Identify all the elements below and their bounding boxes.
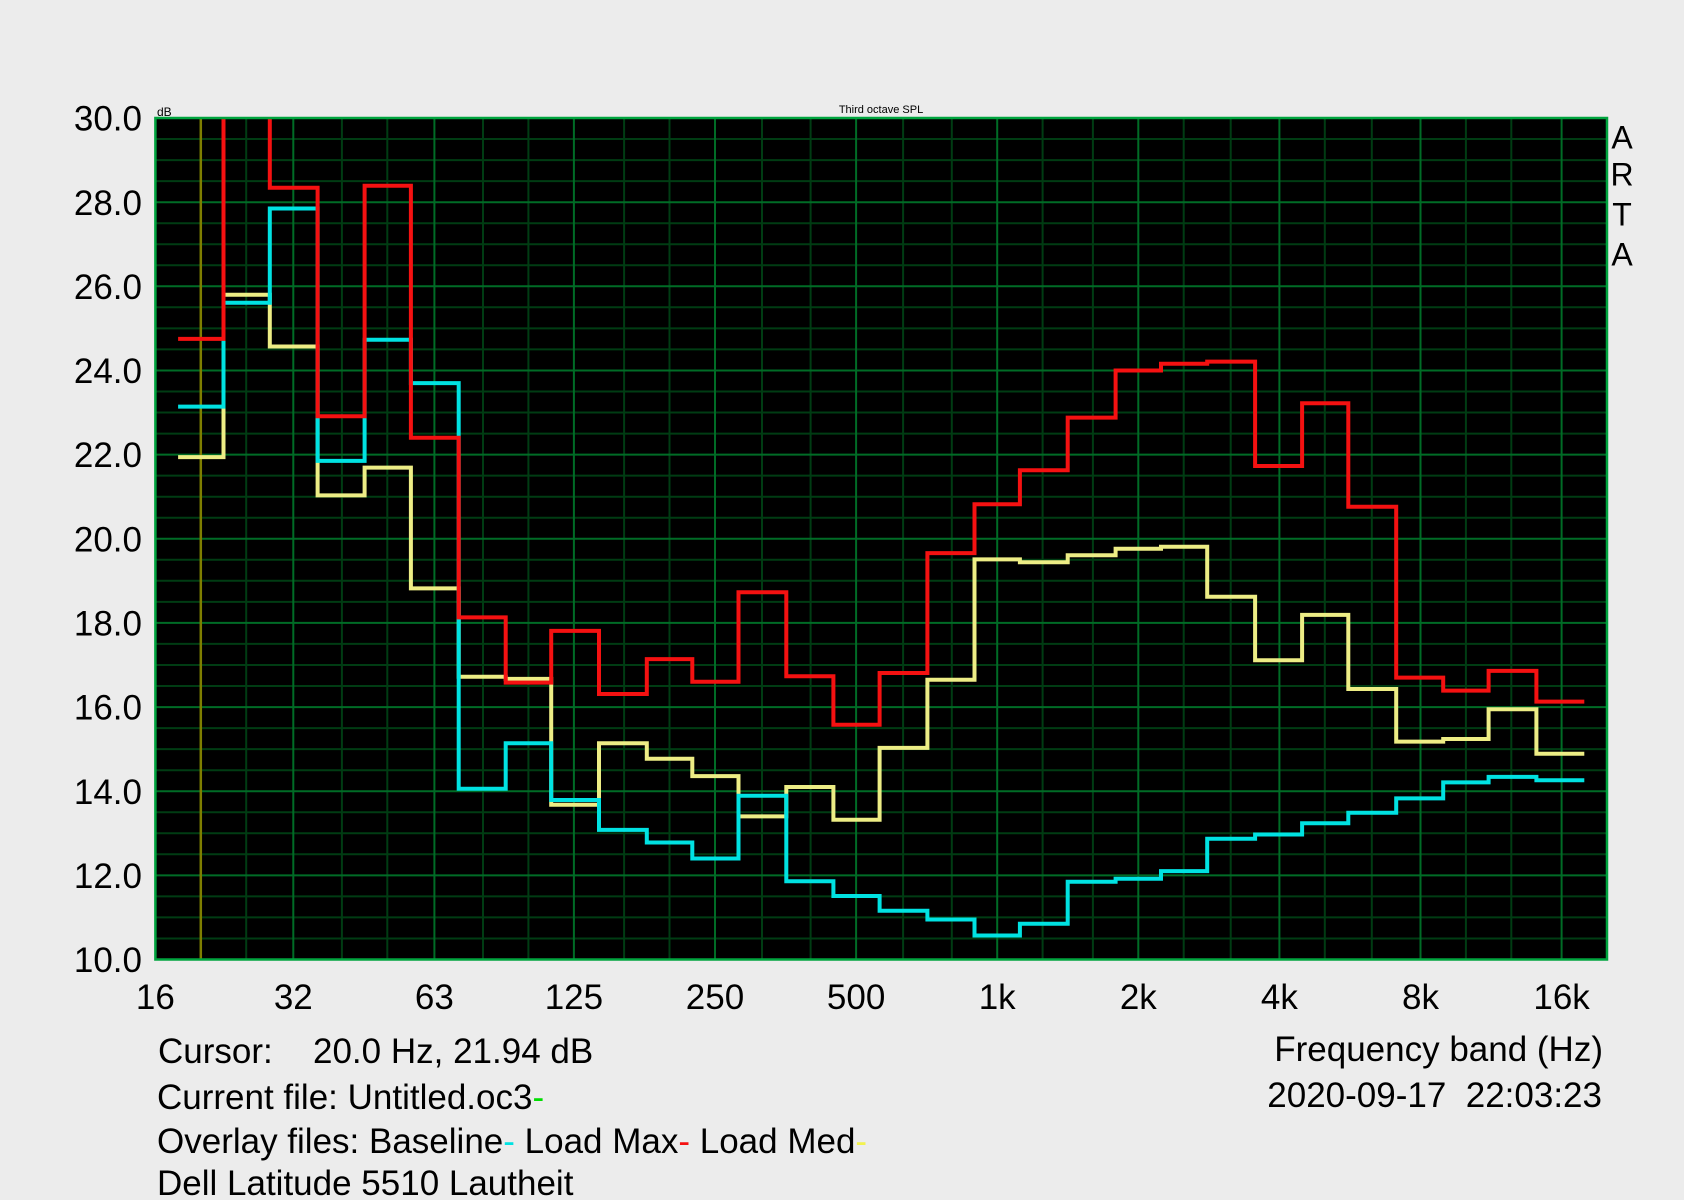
svg-text:R: R xyxy=(1610,157,1633,193)
svg-text:A: A xyxy=(1611,237,1633,273)
svg-text:10.0: 10.0 xyxy=(74,941,142,980)
svg-text:8k: 8k xyxy=(1402,978,1439,1017)
svg-text:20.0 Hz, 21.94 dB: 20.0 Hz, 21.94 dB xyxy=(313,1032,593,1071)
svg-text:16: 16 xyxy=(136,978,175,1017)
svg-text:A: A xyxy=(1611,120,1633,156)
svg-text:2k: 2k xyxy=(1120,978,1157,1017)
svg-text:250: 250 xyxy=(686,978,744,1017)
svg-text:63: 63 xyxy=(415,978,454,1017)
svg-text:16k: 16k xyxy=(1533,978,1590,1017)
svg-text:22.0: 22.0 xyxy=(74,436,142,475)
svg-text:28.0: 28.0 xyxy=(74,184,142,223)
svg-text:Dell Latitude 5510 Lautheit: Dell Latitude 5510 Lautheit xyxy=(157,1164,574,1200)
svg-text:Cursor:: Cursor: xyxy=(158,1032,273,1071)
svg-text:Current file: Untitled.oc3-: Current file: Untitled.oc3- xyxy=(157,1078,544,1117)
svg-text:T: T xyxy=(1612,197,1632,233)
svg-text:Frequency band (Hz): Frequency band (Hz) xyxy=(1274,1030,1603,1069)
svg-text:20.0: 20.0 xyxy=(74,520,142,559)
svg-text:32: 32 xyxy=(274,978,313,1017)
svg-text:24.0: 24.0 xyxy=(74,352,142,391)
svg-text:dB: dB xyxy=(157,105,172,119)
svg-text:26.0: 26.0 xyxy=(74,268,142,307)
svg-text:4k: 4k xyxy=(1261,978,1298,1017)
svg-text:Overlay files: Baseline- Load: Overlay files: Baseline- Load Max- Load … xyxy=(157,1122,867,1161)
svg-text:14.0: 14.0 xyxy=(74,773,142,812)
svg-text:Third octave SPL: Third octave SPL xyxy=(839,104,923,116)
svg-text:1k: 1k xyxy=(979,978,1016,1017)
svg-text:2020-09-17 22:03:23: 2020-09-17 22:03:23 xyxy=(1267,1076,1602,1115)
svg-text:500: 500 xyxy=(827,978,885,1017)
svg-text:30.0: 30.0 xyxy=(74,100,142,139)
svg-text:125: 125 xyxy=(545,978,603,1017)
svg-text:18.0: 18.0 xyxy=(74,605,142,644)
svg-text:12.0: 12.0 xyxy=(74,857,142,896)
svg-text:16.0: 16.0 xyxy=(74,689,142,728)
